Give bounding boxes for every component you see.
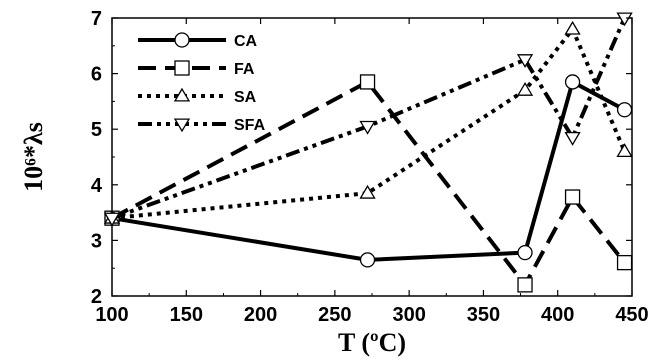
data-point-sfa bbox=[103, 212, 121, 227]
legend-label: SA bbox=[234, 89, 257, 106]
legend-marker bbox=[173, 118, 191, 133]
y-tick-label: 7 bbox=[91, 8, 102, 30]
data-point-ca bbox=[564, 74, 581, 90]
legend-marker bbox=[174, 60, 190, 76]
x-tick-label: 150 bbox=[170, 304, 203, 326]
x-tick-label: 300 bbox=[392, 304, 425, 326]
data-point-sa bbox=[516, 81, 534, 96]
data-point-sfa bbox=[359, 120, 376, 135]
data-point-sa bbox=[616, 143, 633, 157]
data-point-ca bbox=[616, 102, 633, 118]
data-point-sa bbox=[564, 20, 581, 35]
x-tick-label: 250 bbox=[318, 304, 351, 326]
y-tick-label: 6 bbox=[91, 64, 102, 86]
data-point-sa bbox=[359, 184, 376, 199]
legend-label: SFA bbox=[234, 117, 266, 134]
data-point-fa bbox=[564, 189, 581, 205]
legend-item-sa: SA bbox=[138, 87, 257, 106]
legend-label: FA bbox=[234, 61, 255, 78]
data-point-ca bbox=[517, 244, 533, 261]
series-line-sfa bbox=[111, 17, 627, 221]
data-point-sfa bbox=[616, 12, 633, 27]
axes: 100 150 200 250 300 350 400 450 2 3 4 5 6 7 bbox=[91, 8, 649, 326]
legend: CA FA SA SFA bbox=[138, 32, 266, 134]
data-point-fa bbox=[359, 74, 376, 90]
data-point-fa bbox=[517, 277, 533, 293]
data-point-fa bbox=[616, 254, 633, 271]
legend-item-fa: FA bbox=[138, 60, 255, 78]
y-axis-title: 10⁶*λs bbox=[19, 122, 48, 192]
legend-marker bbox=[173, 87, 191, 102]
legend-label: CA bbox=[234, 33, 258, 50]
y-tick-label: 5 bbox=[91, 119, 102, 141]
series-sa bbox=[103, 20, 633, 224]
series-sfa bbox=[103, 12, 633, 227]
x-axis-title: T (ºC) bbox=[338, 328, 406, 357]
series-layer bbox=[103, 12, 633, 293]
legend-item-sfa: SFA bbox=[138, 117, 266, 134]
y-tick-label: 3 bbox=[91, 230, 102, 252]
legend-marker bbox=[174, 32, 190, 48]
data-point-ca bbox=[359, 252, 376, 268]
y-tick-label: 2 bbox=[91, 286, 102, 308]
x-tick-label: 100 bbox=[95, 304, 128, 326]
x-tick-label: 450 bbox=[615, 304, 648, 326]
series-line-ca bbox=[111, 78, 626, 262]
data-point-sfa bbox=[516, 54, 534, 68]
y-tick-label: 4 bbox=[91, 175, 103, 197]
x-tick-label: 200 bbox=[244, 304, 277, 326]
data-point-sfa bbox=[564, 131, 581, 146]
x-tick-label: 350 bbox=[467, 304, 500, 326]
legend-item-ca: CA bbox=[138, 32, 258, 50]
x-tick-label: 400 bbox=[541, 304, 574, 326]
